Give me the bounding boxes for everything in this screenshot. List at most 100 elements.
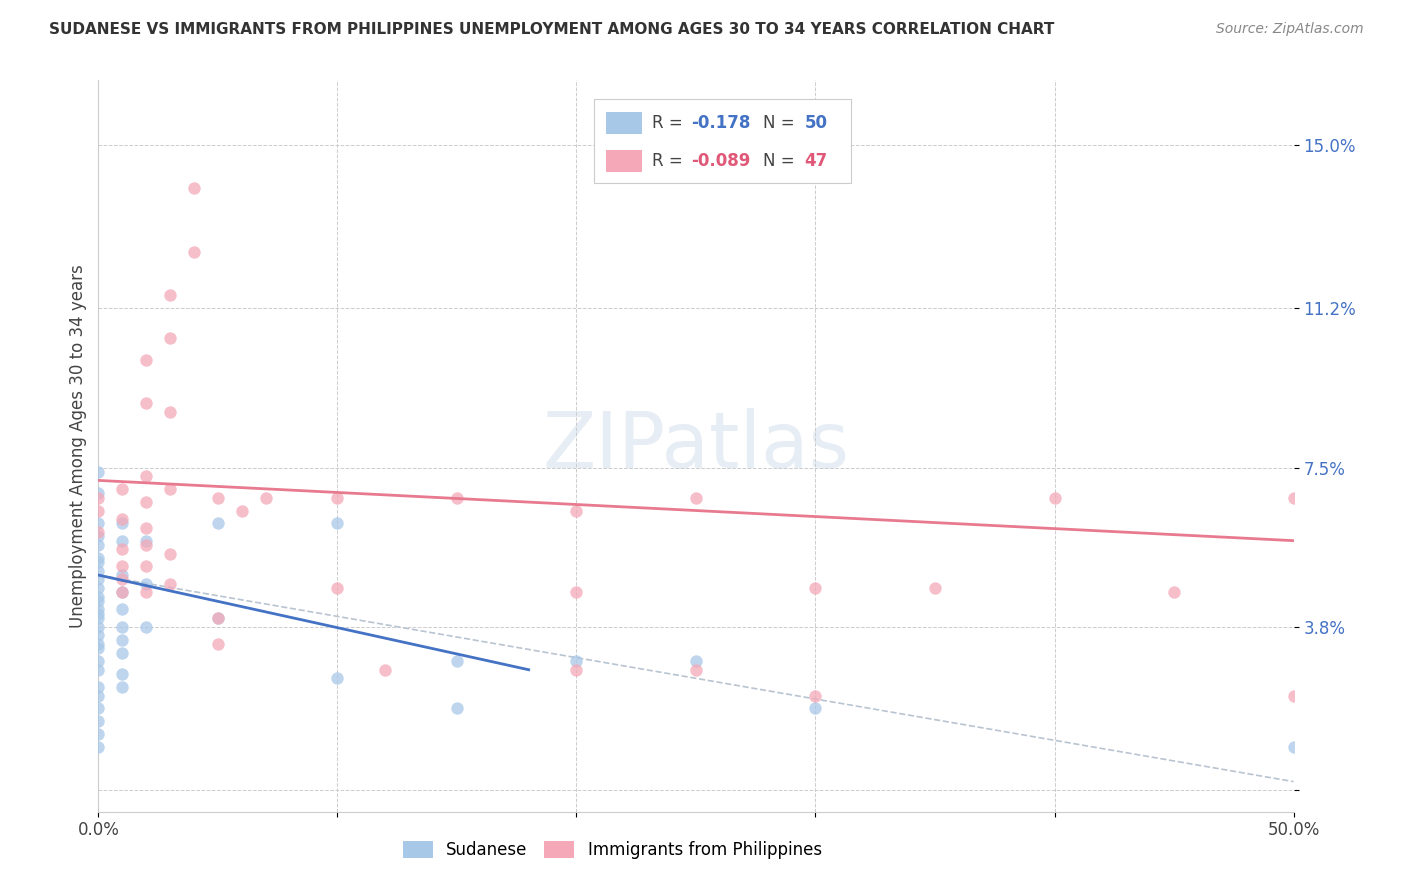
Point (87, 689, 110, 703)
Point (326, 671, 349, 685)
Point (231, 503, 253, 517)
Point (87, 611, 110, 625)
Point (135, 353, 157, 368)
Point (135, 469, 157, 483)
Point (111, 559, 134, 574)
Point (135, 585, 157, 599)
Point (446, 654, 468, 668)
Point (183, 181, 205, 195)
Point (924, 581, 946, 595)
Point (111, 516, 134, 531)
Point (135, 559, 157, 574)
FancyBboxPatch shape (595, 99, 852, 183)
Text: -0.089: -0.089 (692, 152, 751, 169)
Point (87, 727, 110, 741)
Point (87, 550, 110, 565)
Point (207, 516, 229, 531)
Point (111, 482, 134, 496)
Text: N =: N = (763, 113, 800, 132)
Point (111, 533, 134, 548)
Point (111, 632, 134, 647)
Point (1043, 491, 1066, 505)
Point (1282, 689, 1305, 703)
Point (159, 482, 181, 496)
Point (87, 529, 110, 543)
Point (87, 555, 110, 569)
Point (565, 663, 588, 677)
Point (87, 564, 110, 578)
Point (87, 620, 110, 634)
Point (87, 590, 110, 604)
Point (111, 512, 134, 526)
Text: 47: 47 (804, 152, 828, 169)
Point (159, 404, 181, 418)
Point (111, 585, 134, 599)
Text: SUDANESE VS IMMIGRANTS FROM PHILIPPINES UNEMPLOYMENT AMONG AGES 30 TO 34 YEARS C: SUDANESE VS IMMIGRANTS FROM PHILIPPINES … (49, 22, 1054, 37)
Point (87, 516, 110, 531)
Point (804, 581, 827, 595)
Point (111, 585, 134, 599)
Point (135, 521, 157, 535)
Point (111, 646, 134, 660)
Point (111, 620, 134, 634)
Point (207, 637, 229, 651)
Point (87, 465, 110, 479)
Point (565, 585, 588, 599)
Text: Source: ZipAtlas.com: Source: ZipAtlas.com (1216, 22, 1364, 37)
Point (87, 486, 110, 500)
Point (159, 576, 181, 591)
Point (1282, 491, 1305, 505)
Point (87, 491, 110, 505)
Point (87, 503, 110, 517)
Point (111, 542, 134, 557)
Point (254, 491, 277, 505)
Point (326, 491, 349, 505)
Point (87, 663, 110, 677)
Point (87, 641, 110, 656)
Text: R =: R = (652, 152, 688, 169)
Point (87, 740, 110, 755)
Point (87, 637, 110, 651)
Point (87, 581, 110, 595)
Point (326, 581, 349, 595)
Point (87, 654, 110, 668)
Legend: Sudanese, Immigrants from Philippines: Sudanese, Immigrants from Philippines (396, 834, 828, 865)
Point (374, 663, 396, 677)
Point (87, 628, 110, 642)
Text: -0.178: -0.178 (692, 113, 751, 132)
Point (207, 611, 229, 625)
Point (685, 663, 707, 677)
Point (87, 607, 110, 621)
Text: R =: R = (652, 113, 688, 132)
Point (87, 594, 110, 608)
Point (135, 396, 157, 410)
Point (804, 701, 827, 715)
Point (111, 573, 134, 587)
Point (111, 680, 134, 694)
Point (159, 331, 181, 345)
Text: ZIPatlas: ZIPatlas (543, 408, 849, 484)
Point (111, 602, 134, 616)
Point (326, 516, 349, 531)
Point (87, 602, 110, 616)
Point (1282, 740, 1305, 755)
Point (135, 576, 157, 591)
Point (685, 491, 707, 505)
Point (87, 538, 110, 552)
Point (207, 491, 229, 505)
Point (804, 689, 827, 703)
Text: 50: 50 (804, 113, 828, 132)
Point (207, 611, 229, 625)
Point (685, 654, 707, 668)
Bar (606, 150, 643, 171)
Point (87, 701, 110, 715)
Point (87, 524, 110, 539)
Point (135, 495, 157, 509)
Point (87, 573, 110, 587)
Point (446, 491, 468, 505)
Point (159, 547, 181, 561)
Point (565, 654, 588, 668)
Point (159, 288, 181, 302)
Point (135, 538, 157, 552)
Point (135, 620, 157, 634)
